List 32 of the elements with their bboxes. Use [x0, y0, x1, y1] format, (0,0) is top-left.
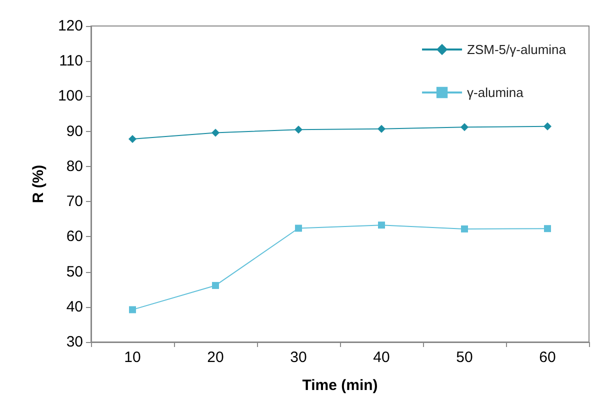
- point: [378, 222, 385, 229]
- point: [212, 128, 220, 137]
- point: [544, 225, 551, 232]
- point: [295, 224, 302, 232]
- y-axis-title: R (%): [30, 164, 47, 204]
- x-tick-label: 30: [290, 349, 307, 366]
- y-tick-label: 30: [66, 334, 83, 350]
- point: [544, 122, 552, 130]
- point: [378, 124, 386, 133]
- y-tick-label: 110: [59, 52, 83, 70]
- legend-label: ZSM-5/γ-alumina: [467, 42, 567, 57]
- y-tick-label: 40: [66, 298, 83, 316]
- x-tick-label: 60: [539, 349, 556, 366]
- legend-label: γ-alumina: [467, 85, 524, 100]
- y-tick-label: 50: [66, 263, 83, 280]
- x-tick-label: 20: [207, 349, 224, 366]
- y-tick-label: 70: [66, 193, 83, 210]
- y-tick-label: 90: [66, 122, 83, 140]
- point: [294, 126, 302, 134]
- x-tick-label: 50: [456, 349, 473, 366]
- point: [460, 123, 468, 132]
- point: [212, 282, 219, 289]
- point: [461, 225, 468, 232]
- point: [129, 306, 136, 314]
- y-tick-label: 100: [58, 88, 83, 105]
- x-axis-title: Time (min): [302, 377, 378, 394]
- y-tick-label: 120: [58, 18, 83, 34]
- y-tick-label: 60: [66, 228, 83, 246]
- point: [128, 135, 136, 144]
- x-tick-label: 40: [373, 349, 390, 366]
- x-tick-label: 10: [124, 349, 141, 366]
- y-tick-label: 80: [66, 158, 83, 175]
